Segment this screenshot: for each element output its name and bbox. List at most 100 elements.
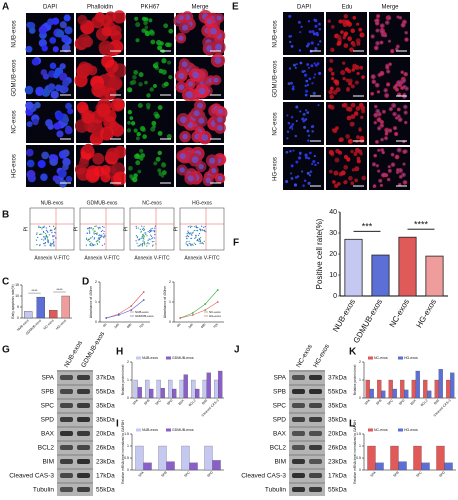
event-dot	[198, 233, 201, 235]
nucleus	[287, 82, 291, 85]
cell	[96, 103, 111, 118]
nucleus	[389, 129, 392, 132]
band	[292, 431, 305, 436]
event-dot	[35, 239, 38, 241]
nucleus	[374, 154, 377, 157]
nucleus	[313, 76, 316, 79]
protein-label: SPD	[273, 417, 287, 424]
y-tick-label: 0	[169, 320, 171, 324]
event-dot	[38, 225, 40, 227]
point	[130, 309, 133, 311]
y-axis-label: Relative mRNA level normalized to GAPDH	[121, 420, 125, 484]
size-label: 37kDa	[96, 375, 115, 382]
column-header: Merge	[381, 5, 399, 11]
nucleus	[384, 89, 387, 92]
x-tick-label: NUB-exos	[331, 298, 357, 334]
nucleus	[34, 101, 41, 109]
event-dot	[45, 227, 47, 229]
nucleus	[314, 24, 318, 28]
nucleus	[64, 126, 73, 135]
nucleus	[313, 155, 316, 158]
nucleus	[391, 50, 394, 53]
nucleus	[397, 81, 400, 84]
vesicle	[133, 69, 139, 75]
cell	[83, 143, 94, 154]
x-tick-label: SPD	[206, 470, 214, 478]
nucleus	[387, 70, 390, 73]
band	[309, 487, 322, 492]
nucleus	[388, 40, 391, 42]
x-tick-label: SPD	[398, 398, 406, 406]
size-label: 55kDa	[96, 389, 115, 396]
event-dot	[41, 238, 43, 240]
nucleus	[396, 45, 399, 48]
y-tick-label: 1.5	[124, 432, 129, 436]
event-dot	[44, 242, 47, 244]
event-dot	[47, 239, 49, 242]
nucleus	[314, 19, 318, 23]
nucleus	[307, 181, 311, 185]
event-dot	[91, 243, 94, 245]
micrograph	[25, 13, 74, 55]
micrograph	[176, 145, 227, 187]
band	[60, 431, 73, 436]
vesicle	[127, 120, 131, 125]
vesicle	[139, 148, 144, 153]
nucleus	[299, 31, 302, 34]
event-dot	[51, 242, 53, 245]
event-dot	[185, 236, 187, 238]
band	[292, 389, 305, 394]
event-dot	[140, 243, 142, 245]
cell	[76, 101, 89, 114]
nucleus	[181, 24, 188, 31]
event-dot	[143, 241, 145, 243]
nucleus	[26, 21, 33, 29]
cell	[101, 26, 112, 37]
cell	[361, 175, 367, 181]
nucleus	[198, 87, 206, 95]
band	[309, 375, 322, 380]
nucleus	[289, 126, 292, 129]
micrograph	[126, 101, 174, 143]
cell	[351, 43, 356, 48]
nucleus	[50, 90, 59, 99]
event-dot	[38, 233, 41, 236]
nucleus	[403, 150, 406, 153]
bar	[390, 445, 399, 471]
micrograph	[126, 57, 174, 99]
point	[142, 291, 145, 293]
vesicle	[150, 126, 156, 132]
size-label: 55kDa	[96, 487, 115, 494]
line	[180, 301, 218, 319]
nucleus	[42, 73, 50, 80]
event-dot	[49, 225, 51, 227]
event-dot	[92, 244, 94, 246]
band	[292, 375, 305, 380]
nucleus	[62, 79, 70, 87]
cell	[342, 36, 346, 40]
event-dot	[143, 229, 145, 232]
event-dot	[44, 245, 46, 247]
column-header: PKH67	[140, 5, 160, 11]
row-label: HG-exos	[12, 154, 18, 178]
vesicle	[156, 39, 162, 46]
band	[77, 487, 90, 492]
nucleus	[381, 138, 384, 141]
event-dot	[47, 238, 49, 241]
size-label: 20kDa	[96, 431, 115, 438]
cell	[333, 183, 339, 189]
cell	[82, 36, 94, 48]
micrograph	[369, 147, 410, 190]
y-axis-label: PI	[173, 227, 179, 232]
bar	[398, 236, 417, 297]
cell	[340, 170, 346, 176]
cell	[350, 114, 356, 119]
nucleus	[304, 93, 308, 97]
panel-letter: G	[2, 345, 10, 356]
nucleus	[401, 71, 404, 74]
nucleus	[49, 62, 57, 70]
event-dot	[53, 243, 55, 245]
bar	[156, 379, 161, 399]
nucleus	[32, 118, 39, 126]
y-tick-label: 0	[95, 320, 97, 324]
